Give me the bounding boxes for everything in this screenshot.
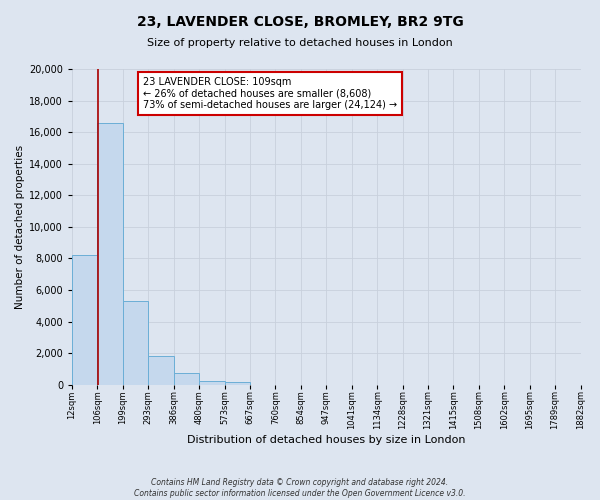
Bar [224, 382, 250, 385]
Text: 23 LAVENDER CLOSE: 109sqm
← 26% of detached houses are smaller (8,608)
73% of se: 23 LAVENDER CLOSE: 109sqm ← 26% of detac… [143, 77, 397, 110]
Text: Contains HM Land Registry data © Crown copyright and database right 2024.
Contai: Contains HM Land Registry data © Crown c… [134, 478, 466, 498]
Text: 23, LAVENDER CLOSE, BROMLEY, BR2 9TG: 23, LAVENDER CLOSE, BROMLEY, BR2 9TG [137, 15, 463, 29]
Text: Size of property relative to detached houses in London: Size of property relative to detached ho… [147, 38, 453, 48]
Bar [148, 356, 174, 385]
Bar [123, 301, 148, 385]
Bar [174, 373, 199, 385]
Bar [199, 381, 224, 385]
Bar [97, 122, 123, 385]
Y-axis label: Number of detached properties: Number of detached properties [15, 145, 25, 309]
X-axis label: Distribution of detached houses by size in London: Distribution of detached houses by size … [187, 435, 466, 445]
Bar [72, 256, 97, 385]
